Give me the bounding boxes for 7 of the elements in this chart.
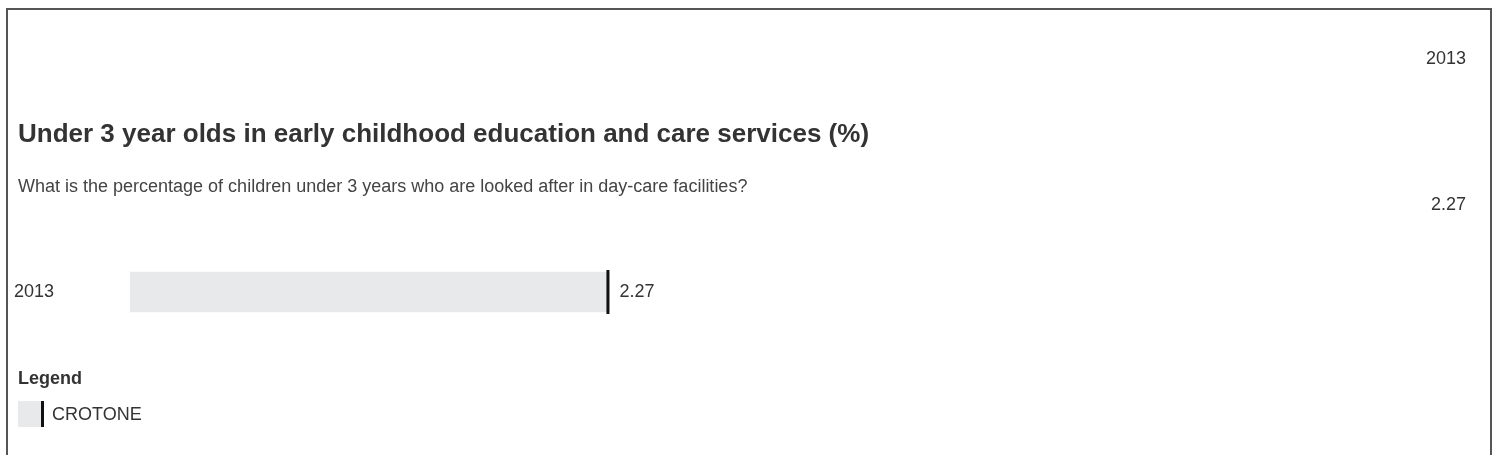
- chart-subtitle: What is the percentage of children under 3 years who are looked after in day-care facilities?: [18, 176, 748, 197]
- data-label: 2.27: [619, 280, 655, 301]
- legend-label: CROTONE: [52, 403, 142, 425]
- text: 2.27: [1430, 194, 1466, 215]
- text: 2013: [1425, 48, 1466, 69]
- legend-title: Legend: [18, 368, 83, 389]
- chart-title: Under 3 year olds in early childhood education and care services (%): [18, 118, 870, 149]
